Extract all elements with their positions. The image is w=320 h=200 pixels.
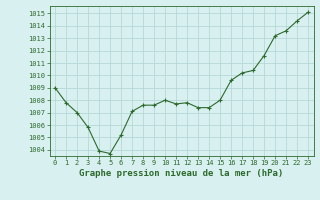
X-axis label: Graphe pression niveau de la mer (hPa): Graphe pression niveau de la mer (hPa) bbox=[79, 169, 284, 178]
